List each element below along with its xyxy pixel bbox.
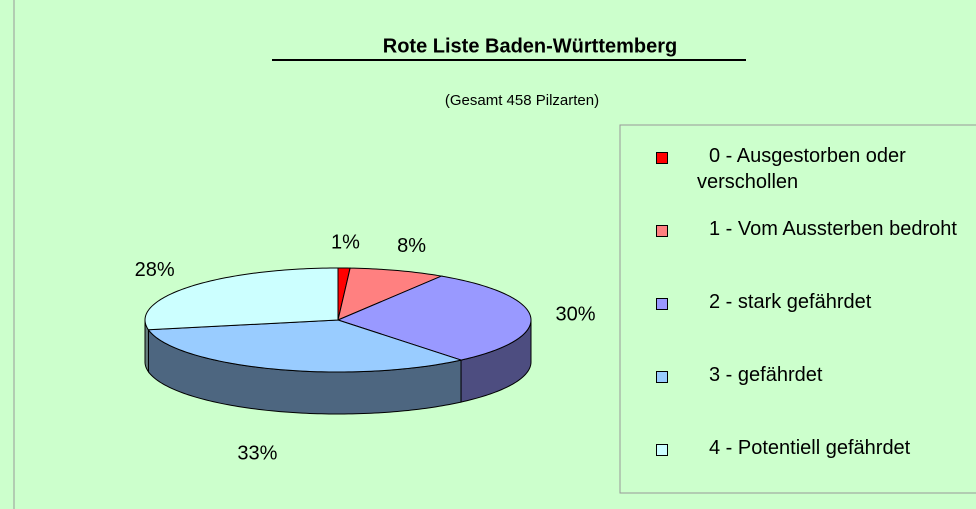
data-label: 8% bbox=[397, 235, 426, 257]
pie-slice bbox=[144, 267, 339, 331]
data-label: 1% bbox=[331, 231, 360, 253]
legend-box bbox=[619, 124, 976, 494]
legend-label: 3 - gefährdet bbox=[709, 364, 823, 386]
pie bbox=[144, 267, 532, 415]
legend-label: 1 - Vom Aussterben bedroht bbox=[709, 218, 957, 240]
legend-swatch bbox=[656, 225, 668, 237]
legend-label: 0 - Ausgestorben oder verschollen bbox=[697, 145, 906, 193]
data-label: 30% bbox=[556, 303, 596, 325]
data-label: 33% bbox=[237, 443, 277, 465]
legend-label: 2 - stark gefährdet bbox=[709, 291, 872, 313]
chart-title: Rote Liste Baden-Württemberg bbox=[383, 35, 677, 57]
legend-swatch bbox=[656, 152, 668, 164]
legend-swatch bbox=[656, 371, 668, 383]
legend-label: 4 - Potentiell gefährdet bbox=[709, 437, 911, 459]
legend-swatch bbox=[656, 444, 668, 456]
pie-slice bbox=[147, 319, 463, 373]
data-label: 28% bbox=[135, 259, 175, 281]
legend-swatch bbox=[656, 298, 668, 310]
pie-slice bbox=[337, 267, 444, 321]
chart-subtitle: (Gesamt 458 Pilzarten) bbox=[445, 92, 599, 109]
pie-slice bbox=[336, 275, 532, 361]
